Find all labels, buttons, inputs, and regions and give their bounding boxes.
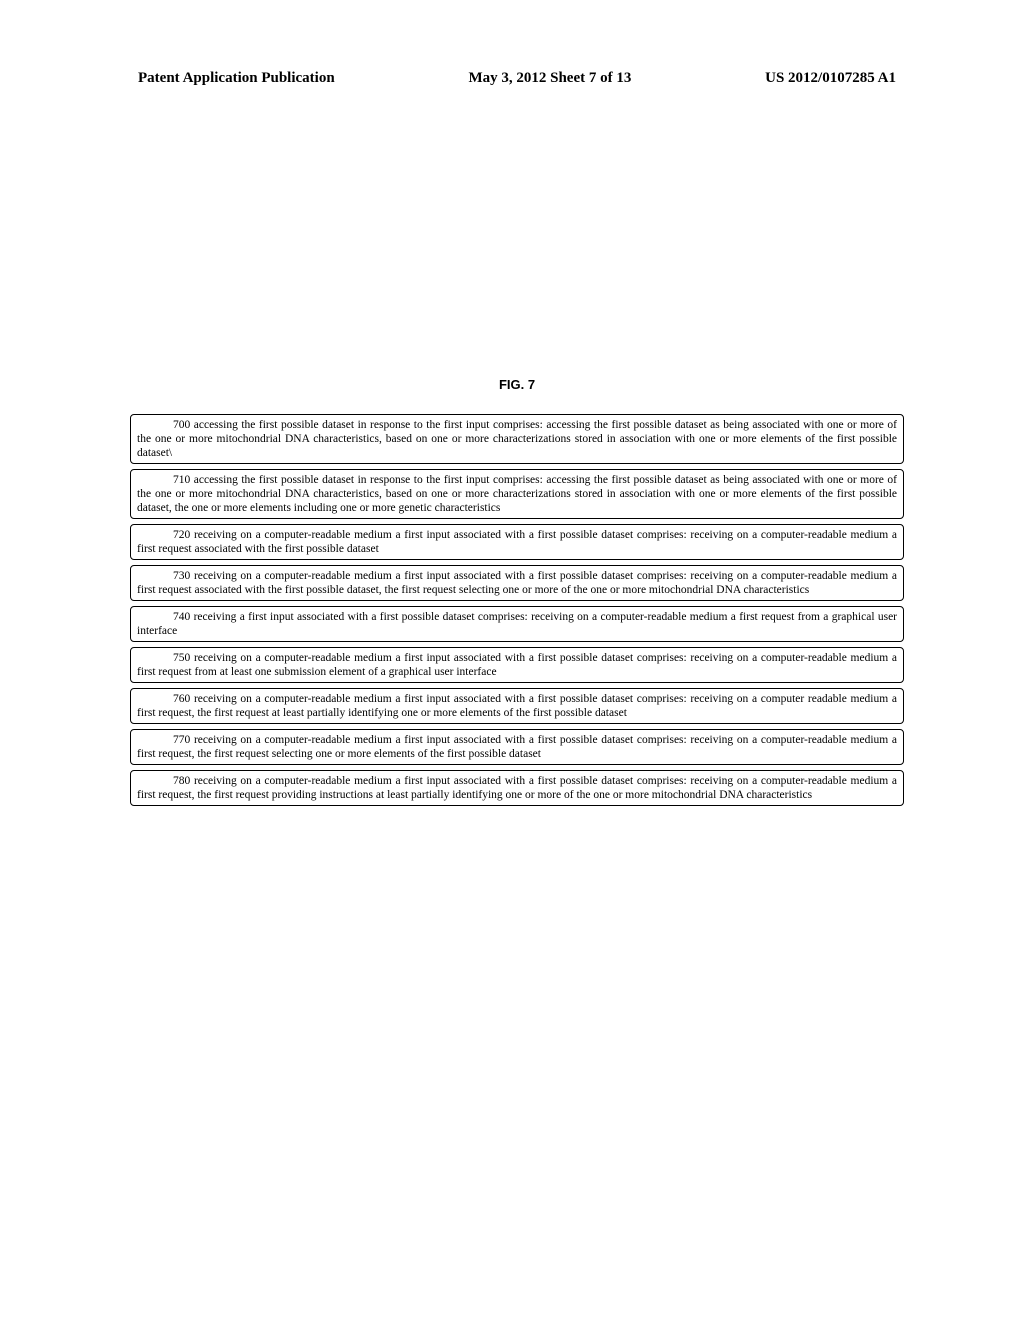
entry-780: 780 receiving on a computer-readable med… bbox=[130, 770, 904, 806]
entry-text: receiving on a computer-readable medium … bbox=[137, 734, 897, 760]
entry-num: 700 bbox=[173, 419, 190, 431]
page-container: Patent Application Publication May 3, 20… bbox=[0, 0, 1024, 866]
entry-740: 740 receiving a first input associated w… bbox=[130, 606, 904, 642]
entry-text: receiving on a computer-readable medium … bbox=[137, 652, 897, 678]
header-center: May 3, 2012 Sheet 7 of 13 bbox=[468, 70, 631, 87]
entry-num: 750 bbox=[173, 652, 190, 664]
entry-num: 770 bbox=[173, 734, 190, 746]
entry-710: 710 accessing the first possible dataset… bbox=[130, 469, 904, 519]
entry-num: 720 bbox=[173, 529, 190, 541]
entry-num: 760 bbox=[173, 693, 190, 705]
entry-num: 780 bbox=[173, 775, 190, 787]
entry-text: receiving a first input associated with … bbox=[137, 611, 897, 637]
entry-list: 700 accessing the first possible dataset… bbox=[130, 414, 904, 806]
entry-text: receiving on a computer-readable medium … bbox=[137, 529, 897, 555]
entry-750: 750 receiving on a computer-readable med… bbox=[130, 647, 904, 683]
entry-text: receiving on a computer-readable medium … bbox=[137, 570, 897, 596]
entry-text: accessing the first possible dataset in … bbox=[137, 474, 897, 514]
header-right: US 2012/0107285 A1 bbox=[765, 70, 896, 87]
page-header: Patent Application Publication May 3, 20… bbox=[130, 70, 904, 87]
entry-num: 710 bbox=[173, 474, 190, 486]
entry-num: 740 bbox=[173, 611, 190, 623]
entry-text: receiving on a computer-readable medium … bbox=[137, 775, 897, 801]
header-left: Patent Application Publication bbox=[138, 70, 335, 87]
entry-text: accessing the first possible dataset in … bbox=[137, 419, 897, 459]
entry-700: 700 accessing the first possible dataset… bbox=[130, 414, 904, 464]
entry-730: 730 receiving on a computer-readable med… bbox=[130, 565, 904, 601]
entry-num: 730 bbox=[173, 570, 190, 582]
entry-770: 770 receiving on a computer-readable med… bbox=[130, 729, 904, 765]
entry-720: 720 receiving on a computer-readable med… bbox=[130, 524, 904, 560]
entry-760: 760 receiving on a computer-readable med… bbox=[130, 688, 904, 724]
figure-title: FIG. 7 bbox=[130, 377, 904, 392]
entry-text: receiving on a computer-readable medium … bbox=[137, 693, 897, 719]
